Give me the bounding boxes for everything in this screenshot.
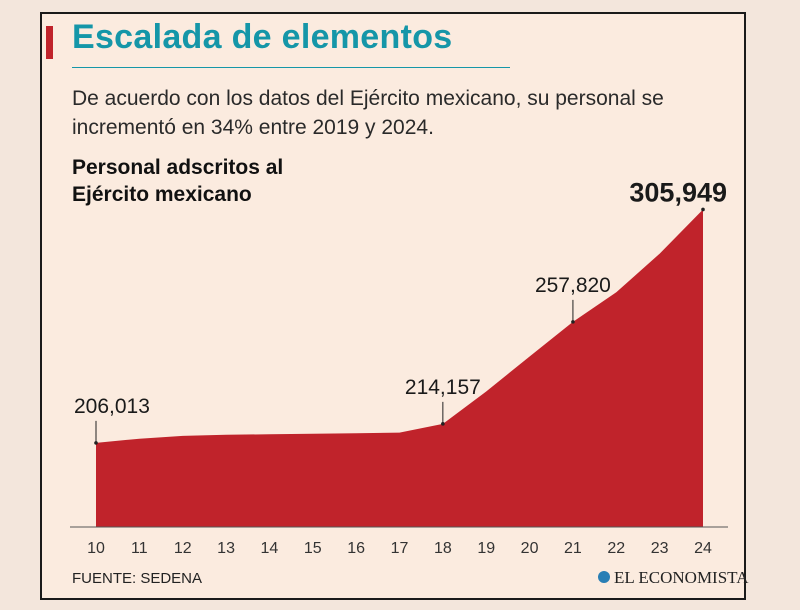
x-tick-label: 20 [521, 540, 539, 557]
logo-text: EL ECONOMISTA [614, 568, 749, 587]
x-tick-label: 24 [694, 540, 712, 557]
data-point [94, 441, 98, 445]
x-tick-label: 22 [607, 540, 625, 557]
x-tick-label: 10 [87, 540, 105, 557]
x-tick-label: 11 [131, 540, 148, 557]
x-tick-label: 13 [217, 540, 235, 557]
source-note: FUENTE: SEDENA [72, 570, 203, 587]
x-tick-label: 15 [304, 540, 322, 557]
page-title: Escalada de elementos [72, 18, 453, 56]
data-point [571, 320, 575, 324]
x-tick-label: 17 [391, 540, 409, 557]
data-label: 214,157 [405, 376, 481, 399]
x-tick-label: 14 [261, 540, 279, 557]
data-label: 206,013 [74, 395, 150, 418]
x-tick-label: 19 [477, 540, 495, 557]
data-point [441, 422, 445, 426]
data-label: 257,820 [535, 274, 611, 297]
area-series [96, 209, 703, 527]
data-point [701, 207, 705, 212]
x-tick-label: 21 [564, 540, 582, 557]
logo-icon [598, 571, 610, 583]
title-underline [72, 67, 510, 68]
x-tick-label: 16 [347, 540, 365, 557]
data-label: 305,949 [629, 177, 727, 207]
x-tick-label: 18 [434, 540, 452, 557]
chart-title: Personal adscritos al Ejército mexicano [72, 156, 284, 206]
x-tick-label: 23 [651, 540, 669, 557]
publisher-logo: EL ECONOMISTA [598, 568, 748, 588]
x-tick-label: 12 [174, 540, 192, 557]
page-subtitle: De acuerdo con los datos del Ejército me… [72, 87, 664, 139]
title-accent-bar [46, 26, 53, 59]
